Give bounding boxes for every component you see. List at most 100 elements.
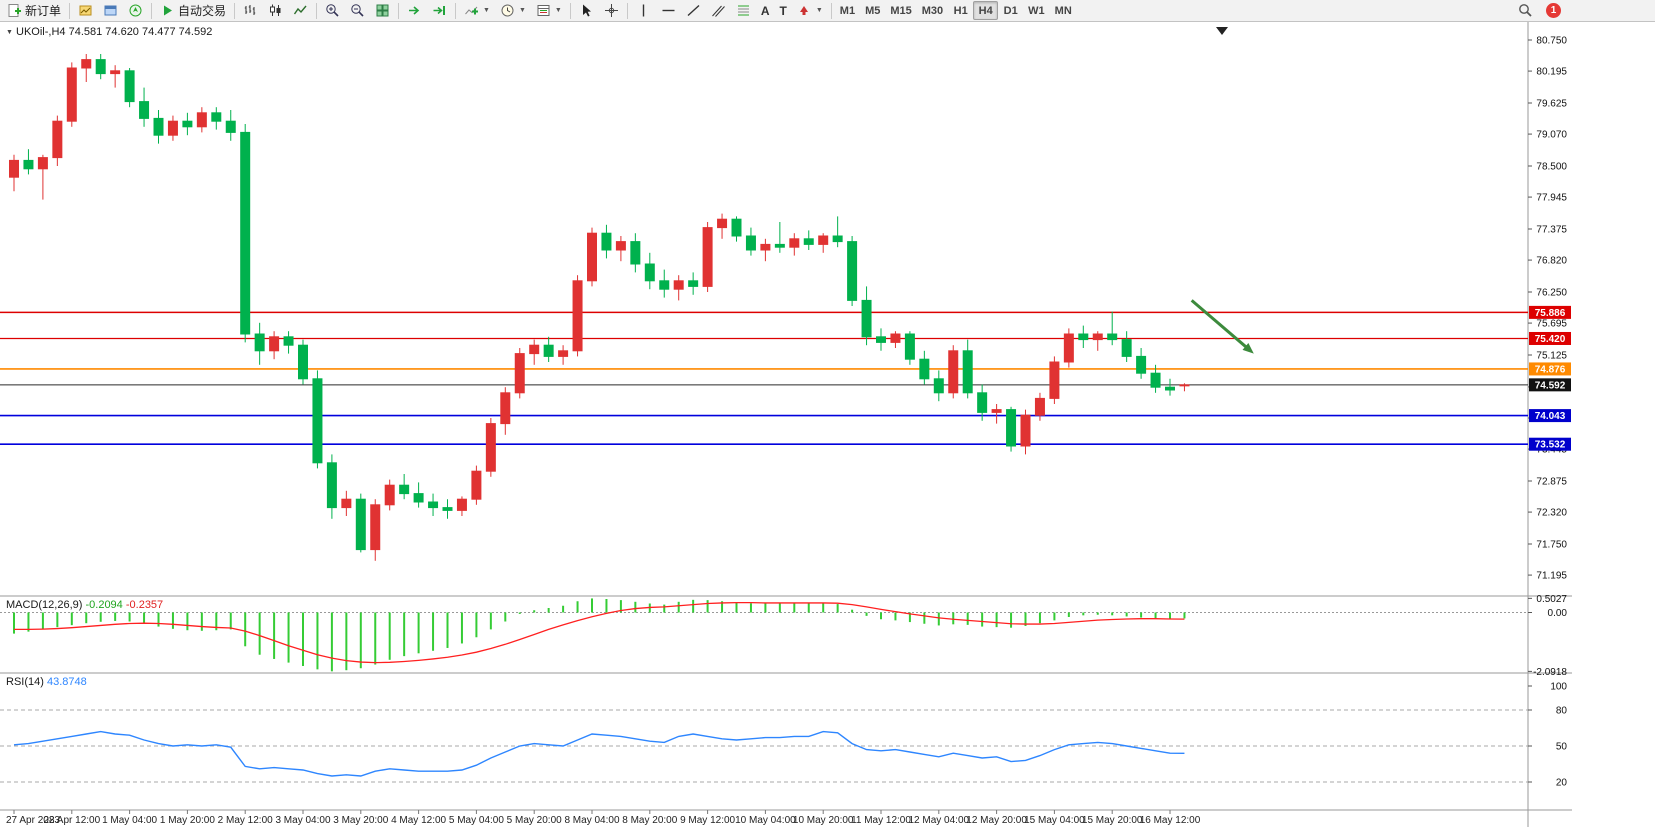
candles-layer — [9, 54, 1190, 561]
time-axis-label: 27 Apr 2023 — [6, 815, 60, 826]
line-chart-button[interactable] — [288, 1, 313, 20]
timeframe-m30-button[interactable]: M30 — [917, 1, 948, 20]
bar-chart-icon — [243, 3, 258, 18]
timeframe-w1-button[interactable]: W1 — [1023, 1, 1050, 20]
toolbar-separator — [455, 2, 457, 19]
rsi-axis-label: 50 — [1556, 742, 1568, 753]
horizontal-line-icon — [661, 3, 676, 18]
time-axis-label: 3 May 04:00 — [275, 815, 330, 826]
toolbar-separator — [234, 2, 236, 19]
trendline-tool-button[interactable] — [681, 1, 706, 20]
channel-tool-button[interactable] — [706, 1, 731, 20]
timeframe-d1-button[interactable]: D1 — [998, 1, 1023, 20]
main-toolbar: 新订单 自动交易 ▼ ▼ ▼ A T ▼ M1 M5 M15 M30 H1 H4… — [0, 0, 1655, 22]
chart-shift-icon — [432, 3, 447, 18]
macd-axis-label: 0.5027 — [1536, 594, 1567, 605]
price-marker-text: 73.532 — [1535, 440, 1566, 451]
chart-shift-button[interactable] — [427, 1, 452, 20]
rsi-axis-label: 80 — [1556, 706, 1568, 717]
fibonacci-tool-button[interactable] — [731, 1, 756, 20]
timeframe-h4-button[interactable]: H4 — [973, 1, 999, 20]
search-icon — [1518, 3, 1533, 18]
trendline-icon — [686, 3, 701, 18]
time-axis-label: 28 Apr 12:00 — [43, 815, 100, 826]
macd-histogram — [13, 598, 1186, 672]
chart-window[interactable]: 80.750 80.195 79.625 79.070 78.500 77.945 77.3… — [0, 22, 1655, 827]
timeframe-m1-button[interactable]: M1 — [835, 1, 860, 20]
timeframe-m5-button[interactable]: M5 — [860, 1, 885, 20]
trend-arrow[interactable] — [1190, 299, 1251, 351]
bar-chart-button[interactable] — [238, 1, 263, 20]
arrow-shapes-icon — [797, 3, 812, 18]
template-icon — [536, 3, 551, 18]
toolbar-separator — [151, 2, 153, 19]
time-axis-label: 12 May 04:00 — [908, 815, 969, 826]
rsi-line — [13, 730, 1185, 777]
auto-scroll-button[interactable] — [402, 1, 427, 20]
timeframe-label: H1 — [953, 4, 968, 17]
notification-badge[interactable]: 1 — [1546, 3, 1561, 18]
crosshair-tool-button[interactable] — [599, 1, 624, 20]
chart-shift-marker[interactable] — [1216, 27, 1228, 35]
macd-axis-label: 0.00 — [1548, 608, 1568, 619]
cursor-tool-button[interactable] — [574, 1, 599, 20]
new-order-label: 新订单 — [25, 4, 62, 18]
price-axis-label: 80.195 — [1536, 67, 1567, 78]
candlestick-icon — [268, 3, 283, 18]
market-watch-button[interactable] — [73, 1, 98, 20]
text-tool-button[interactable]: A — [756, 1, 775, 20]
crosshair-icon — [604, 3, 619, 18]
auto-trading-label: 自动交易 — [178, 4, 227, 18]
arrows-tool-button[interactable]: ▼ — [792, 1, 828, 20]
data-window-button[interactable] — [98, 1, 123, 20]
periods-button[interactable]: ▼ — [495, 1, 531, 20]
new-order-icon — [7, 3, 22, 18]
vertical-line-icon — [636, 3, 651, 18]
zoom-out-button[interactable] — [345, 1, 370, 20]
time-axis-label: 11 May 12:00 — [851, 815, 911, 826]
time-axis-label: 9 May 12:00 — [680, 815, 735, 826]
auto-scroll-icon — [407, 3, 422, 18]
trend-arrow-head — [1242, 343, 1254, 354]
tile-windows-button[interactable] — [370, 1, 395, 20]
horizontal-line-tool-button[interactable] — [656, 1, 681, 20]
timeframe-h1-button[interactable]: H1 — [948, 1, 973, 20]
toolbar-separator — [569, 2, 571, 19]
channel-icon — [711, 3, 726, 18]
price-marker-text: 74.592 — [1535, 380, 1566, 391]
indicators-button[interactable]: ▼ — [459, 1, 495, 20]
timeframe-label: M15 — [890, 4, 912, 17]
new-order-button[interactable]: 新订单 — [2, 1, 66, 20]
price-marker-74.876 — [1529, 362, 1571, 376]
price-marker-text: 74.043 — [1535, 411, 1566, 422]
price-axis-label: 79.625 — [1536, 99, 1567, 110]
chevron-down-icon: ▼ — [554, 7, 562, 14]
price-axis-label: 72.320 — [1536, 508, 1567, 519]
toolbar-separator — [398, 2, 400, 19]
chevron-down-icon: ▼ — [518, 7, 526, 14]
zoom-in-button[interactable] — [320, 1, 345, 20]
timeframe-mn-button[interactable]: MN — [1050, 1, 1077, 20]
fibonacci-icon — [736, 3, 751, 18]
navigator-icon — [128, 3, 143, 18]
vertical-line-tool-button[interactable] — [631, 1, 656, 20]
timeframe-m15-button[interactable]: M15 — [885, 1, 916, 20]
timeframe-label: M30 — [921, 4, 944, 17]
timeframe-label: MN — [1054, 4, 1072, 17]
navigator-button[interactable] — [123, 1, 148, 20]
templates-button[interactable]: ▼ — [531, 1, 567, 20]
price-marker-text: 75.420 — [1535, 334, 1566, 345]
search-button[interactable] — [1513, 1, 1538, 20]
time-axis-label: 10 May 04:00 — [735, 815, 796, 826]
time-axis-label: 5 May 04:00 — [449, 815, 504, 826]
price-axis-label: 77.945 — [1536, 193, 1567, 204]
zoom-in-icon — [325, 3, 340, 18]
candlestick-button[interactable] — [263, 1, 288, 20]
time-axis-label: 12 May 20:00 — [966, 815, 1027, 826]
price-axis-label: 71.195 — [1536, 571, 1567, 582]
text-label-tool-button[interactable]: T — [775, 1, 792, 20]
price-chart[interactable]: 80.750 80.195 79.625 79.070 78.500 77.945 77.3… — [0, 22, 1655, 827]
toolbar-right-group: 1 — [1513, 1, 1561, 20]
auto-trading-play-icon — [160, 3, 175, 18]
auto-trading-button[interactable]: 自动交易 — [155, 1, 231, 20]
